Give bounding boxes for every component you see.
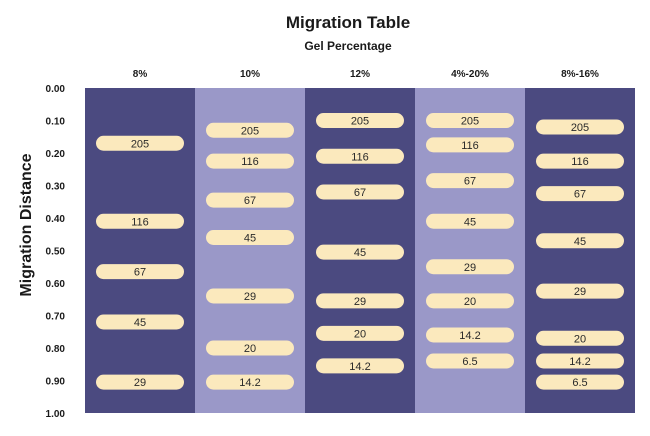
band-marker — [96, 135, 184, 151]
band-marker — [426, 113, 514, 128]
gel-lane — [195, 88, 305, 413]
lane-labels: 8% 10% 12% 4%-20% 8%-16% — [133, 69, 599, 80]
band-marker — [426, 173, 514, 189]
lane-label: 12% — [350, 69, 370, 80]
band-label: 29 — [354, 296, 366, 308]
band-label: 116 — [241, 156, 259, 168]
y-axis-label: Migration Distance — [18, 153, 35, 296]
band-marker — [536, 186, 624, 202]
band-marker — [536, 119, 624, 135]
bands-layer: 205 116 67 45 29 205 116 67 45 29 20 14.2 205 116 67 45… — [96, 113, 624, 390]
band-marker — [206, 230, 294, 245]
band-marker — [206, 122, 294, 138]
band-marker — [96, 314, 184, 330]
lane-label: 10% — [240, 69, 260, 80]
chart-title: Migration Table — [286, 13, 410, 32]
y-tick-label: 0.50 — [46, 247, 66, 258]
band-label: 6.5 — [462, 356, 477, 368]
y-tick-label: 0.60 — [46, 279, 66, 290]
band-label: 205 — [351, 116, 369, 128]
band-marker — [426, 137, 514, 153]
band-label: 67 — [354, 187, 366, 199]
band-label: 116 — [351, 151, 369, 163]
band-marker — [536, 153, 624, 169]
band-label: 14.2 — [239, 377, 260, 389]
band-marker — [206, 374, 294, 390]
y-tick-label: 0.10 — [46, 117, 66, 128]
y-tick-label: 0.00 — [46, 84, 66, 95]
band-label: 67 — [134, 267, 146, 279]
band-marker — [536, 353, 624, 369]
band-label: 20 — [354, 328, 366, 340]
band-marker — [96, 264, 184, 280]
band-label: 14.2 — [459, 330, 480, 342]
band-marker — [96, 213, 184, 229]
y-tick-label: 0.40 — [46, 214, 66, 225]
band-marker — [426, 259, 514, 275]
band-marker — [536, 330, 624, 346]
band-label: 67 — [244, 195, 256, 207]
band-label: 205 — [241, 125, 259, 137]
band-marker — [426, 353, 514, 369]
band-label: 205 — [131, 138, 149, 150]
band-label: 67 — [574, 189, 586, 201]
band-label: 29 — [244, 291, 256, 303]
band-label: 45 — [354, 247, 366, 259]
band-label: 116 — [571, 156, 589, 168]
band-label: 29 — [574, 286, 586, 298]
band-label: 45 — [134, 317, 146, 329]
band-marker — [206, 288, 294, 304]
band-marker — [316, 184, 404, 200]
y-tick-label: 0.30 — [46, 182, 66, 193]
band-marker — [536, 233, 624, 249]
y-tick-label: 0.70 — [46, 312, 66, 323]
y-tick-label: 1.00 — [46, 409, 66, 420]
band-label: 29 — [464, 262, 476, 274]
band-label: 20 — [574, 333, 586, 345]
band-label: 29 — [134, 377, 146, 389]
band-label: 45 — [464, 216, 476, 228]
band-marker — [316, 325, 404, 341]
band-label: 116 — [461, 140, 479, 152]
band-marker — [206, 340, 294, 356]
lane-label: 8%-16% — [561, 69, 599, 80]
y-tick-label: 0.80 — [46, 344, 66, 355]
band-marker — [316, 358, 404, 374]
chart-subtitle: Gel Percentage — [304, 39, 392, 53]
band-marker — [426, 213, 514, 229]
band-marker — [316, 148, 404, 164]
band-marker — [316, 113, 404, 128]
band-marker — [316, 293, 404, 309]
y-tick-labels: 0.00 0.10 0.20 0.30 0.40 0.50 0.60 0.70 0.80 0.90… — [46, 84, 66, 420]
band-label: 14.2 — [569, 356, 590, 368]
band-label: 20 — [464, 296, 476, 308]
y-tick-label: 0.90 — [46, 377, 66, 388]
band-marker — [426, 293, 514, 309]
band-marker — [316, 244, 404, 260]
band-marker — [536, 283, 624, 299]
band-marker — [426, 327, 514, 343]
band-label: 205 — [461, 116, 479, 128]
band-marker — [96, 374, 184, 390]
band-label: 45 — [244, 233, 256, 245]
band-label: 205 — [571, 122, 589, 134]
band-label: 116 — [131, 216, 149, 228]
y-tick-label: 0.20 — [46, 149, 66, 160]
band-label: 67 — [464, 176, 476, 188]
band-label: 20 — [244, 343, 256, 355]
band-label: 6.5 — [572, 377, 587, 389]
band-marker — [536, 374, 624, 390]
band-marker — [206, 153, 294, 169]
band-label: 45 — [574, 236, 586, 248]
band-label: 14.2 — [349, 361, 370, 373]
lane-label: 4%-20% — [451, 69, 489, 80]
lane-label: 8% — [133, 69, 148, 80]
band-marker — [206, 192, 294, 208]
